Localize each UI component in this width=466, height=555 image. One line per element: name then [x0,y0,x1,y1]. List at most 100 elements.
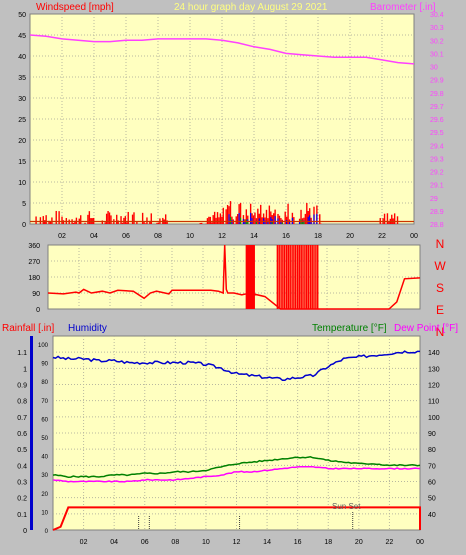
wind-y-tick: 20 [18,138,26,145]
humidity-y-tick: 100 [38,343,49,349]
wind-x-tick: 22 [378,233,386,240]
wind-y-tick: 45 [18,33,26,40]
rain-y-tick: 0.3 [17,480,27,487]
wind-dir-y-tick: 90 [32,291,40,298]
rain-y-tick: 1 [23,366,27,373]
rain-y-tick: 1.1 [17,350,27,357]
barometer-y-tick: 29.9 [430,78,444,85]
temperature-axis-title: Temperature [°F] [312,323,387,334]
sunset-label: Sun Set [332,502,361,511]
humidity-y-tick: 10 [41,510,48,516]
rainfall-axis-title: Rainfall [.in] [2,323,54,334]
rain-y-tick: 0 [23,528,27,535]
compass-label: N [436,325,445,339]
wind-y-tick: 5 [22,201,26,208]
temp-y-tick: 130 [428,366,440,373]
temp-y-tick: 40 [428,512,436,519]
temp-y-tick: 50 [428,496,436,503]
temp-x-tick: 16 [294,539,302,546]
temp-x-tick: 10 [202,539,210,546]
temperature-line [52,456,421,479]
wind-x-tick: 14 [250,233,258,240]
temp-x-ticks: 02 04 06 08 10 12 14 16 18 20 22 00 [80,539,424,546]
humidity-y-tick: 50 [41,436,48,442]
wind-y-tick: 30 [18,96,26,103]
compass-label: N [436,237,445,251]
wind-x-tick: 06 [122,233,130,240]
barometer-y-tick: 30.4 [430,12,444,19]
wind-x-tick: 00 [410,233,418,240]
barometer-y-tick: 29.6 [430,117,444,124]
barometer-y-tick: 29.4 [430,143,444,150]
rain-y-tick: 0.7 [17,415,27,422]
wind-dir-y-tick: 360 [28,243,40,250]
barometer-y-tick: 29 [430,196,438,203]
temp-x-tick: 18 [324,539,332,546]
temp-y-tick: 140 [428,350,440,357]
wind-x-tick: 10 [186,233,194,240]
rain-y-tick: 0.6 [17,431,27,438]
wind-y-tick: 15 [18,159,26,166]
temp-y-tick: 60 [428,480,436,487]
barometer-y-tick: 29.5 [430,130,444,137]
wind-y-tick: 40 [18,54,26,61]
wind-x-tick: 08 [154,233,162,240]
barometer-y-tick: 30.2 [430,38,444,45]
temp-y-tick: 110 [428,399,439,406]
wind-axis-title: Windspeed [mph] [36,2,114,13]
rain-y-ticks: 0 0.1 0.2 0.3 0.4 0.5 0.6 0.7 0.8 0.9 1 1.1 [17,350,27,535]
dew-point-axis-title: Dew Point [°F] [394,323,458,334]
humidity-y-tick: 0 [45,529,49,535]
barometer-y-tick: 30 [430,65,438,72]
temp-x-tick: 14 [263,539,271,546]
rainfall-line [52,506,421,531]
wind-x-tick: 20 [346,233,354,240]
temp-x-tick: 00 [416,539,424,546]
compass-label: E [436,303,444,317]
barometer-y-tick: 28.8 [430,222,444,229]
temp-x-tick: 06 [141,539,149,546]
wind-y-tick: 10 [18,180,26,187]
compass-label: S [436,281,444,295]
barometer-y-tick: 30.3 [430,25,444,32]
barometer-axis-title: Barometer [.in] [370,2,436,13]
humidity-y-tick: 30 [41,473,48,479]
rain-y-tick: 0.8 [17,399,27,406]
wind-speed-bars [30,201,414,224]
wind-x-tick: 04 [90,233,98,240]
humidity-axis-bar [30,336,33,530]
humidity-y-tick: 20 [41,492,48,498]
graph-title: 24 hour graph day August 29 2021 [174,2,328,13]
wind-x-tick: 02 [58,233,66,240]
humidity-y-tick: 70 [41,399,48,405]
temp-y-tick: 100 [428,415,440,422]
rain-y-tick: 0.5 [17,447,27,454]
wind-dir-y-ticks: 0 90 180 270 360 [28,243,40,314]
barometer-y-tick: 29.2 [430,170,444,177]
wind-y-tick: 0 [22,222,26,229]
barometer-y-tick: 28.9 [430,209,444,216]
barometer-y-tick: 29.8 [430,91,444,98]
temp-grid [53,336,420,530]
barometer-y-tick: 29.7 [430,104,444,111]
humidity-y-tick: 80 [41,380,48,386]
barometer-y-tick: 30.1 [430,51,444,58]
humidity-axis-title: Humidity [68,323,107,334]
humidity-y-tick: 90 [41,362,48,368]
barometer-y-ticks: 28.8 28.9 29 29.1 29.2 29.3 29.4 29.5 29.6 29.7 29… [430,12,444,229]
temp-x-tick: 12 [233,539,241,546]
rain-y-tick: 0.2 [17,496,27,503]
temp-x-tick: 22 [386,539,394,546]
wind-x-tick: 18 [314,233,322,240]
sunset-marker [138,512,354,530]
wind-dir-y-tick: 180 [28,275,40,282]
wind-x-ticks: 02 04 06 08 10 12 14 16 18 20 22 00 [58,233,418,240]
barometer-y-tick: 29.1 [430,183,444,190]
wind-y-tick: 35 [18,75,26,82]
humidity-y-tick: 60 [41,417,48,423]
temp-x-tick: 20 [355,539,363,546]
